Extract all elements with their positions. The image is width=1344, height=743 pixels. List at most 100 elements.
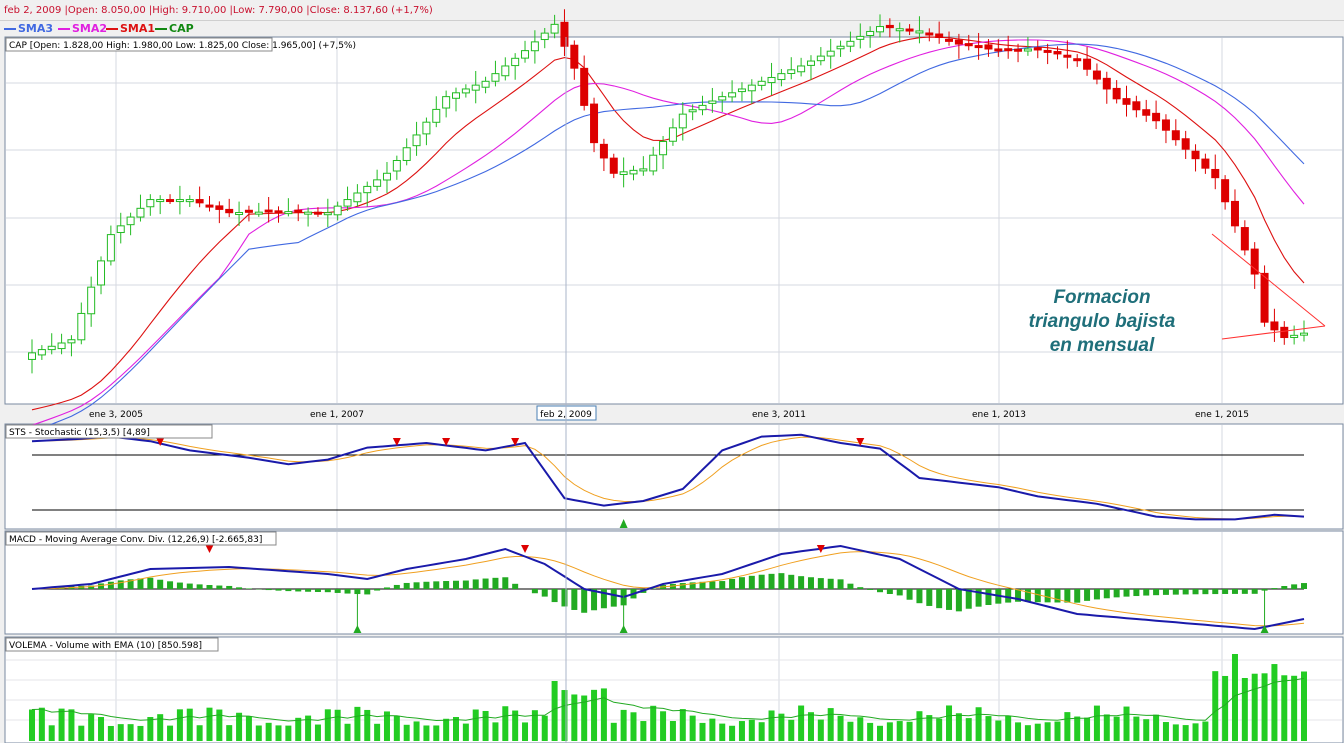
candle-body bbox=[1191, 150, 1200, 160]
macd-histogram-bar bbox=[857, 587, 864, 589]
macd-histogram-bar bbox=[1291, 584, 1298, 589]
volume-bar bbox=[867, 722, 874, 741]
volume-bar bbox=[660, 711, 667, 741]
volume-bar bbox=[216, 709, 223, 741]
volume-bar bbox=[167, 725, 174, 741]
volume-bar bbox=[512, 710, 519, 741]
sma3-line bbox=[31, 43, 1305, 433]
macd-panel-label: MACD - Moving Average Conv. Div. (12,26,… bbox=[9, 535, 262, 545]
candle-body bbox=[57, 342, 66, 350]
volume-bar bbox=[1044, 722, 1051, 741]
macd-histogram-bar bbox=[896, 589, 903, 596]
macd-histogram-bar bbox=[738, 577, 745, 589]
macd-histogram-bar bbox=[147, 577, 154, 589]
volume-bar bbox=[482, 710, 489, 741]
volume-bar bbox=[1231, 654, 1238, 741]
sell-signal-marker bbox=[392, 438, 401, 446]
volume-bar bbox=[48, 725, 55, 741]
stochastic-panel[interactable] bbox=[4, 423, 1344, 530]
candle-body bbox=[816, 55, 825, 62]
candle-body bbox=[461, 88, 470, 94]
legend-sma3[interactable]: SMA3 bbox=[4, 22, 53, 35]
volume-bar bbox=[393, 715, 400, 741]
volume-bar bbox=[1281, 675, 1288, 741]
volume-bar bbox=[827, 708, 834, 741]
volume-bar bbox=[1015, 722, 1022, 741]
candle-body bbox=[175, 199, 184, 203]
legend-sma1[interactable]: SMA1 bbox=[106, 22, 155, 35]
candle-body bbox=[333, 205, 342, 216]
volume-bar bbox=[719, 723, 726, 741]
macd-histogram-bar bbox=[719, 581, 726, 589]
candle-body bbox=[373, 179, 382, 187]
candle-body bbox=[1142, 109, 1151, 116]
candle-body bbox=[323, 212, 332, 216]
macd-histogram-bar bbox=[167, 581, 174, 589]
volume-bar bbox=[689, 715, 696, 741]
stochastic-k-line bbox=[31, 433, 1305, 521]
volume-bar bbox=[88, 714, 95, 741]
macd-histogram-bar bbox=[1281, 586, 1288, 589]
volume-bar bbox=[502, 706, 509, 741]
volume-bar bbox=[788, 719, 795, 741]
volume-bar bbox=[1103, 714, 1110, 741]
macd-histogram-bar bbox=[955, 589, 962, 612]
macd-histogram-bar bbox=[157, 579, 164, 589]
candle-body bbox=[67, 339, 76, 344]
candle-body bbox=[718, 96, 727, 101]
macd-histogram-bar bbox=[985, 589, 992, 605]
macd-histogram-bar bbox=[403, 582, 410, 589]
volume-bar bbox=[886, 722, 893, 741]
macd-histogram-bar bbox=[906, 589, 913, 600]
candle-body bbox=[1260, 272, 1269, 323]
legend-cap[interactable]: CAP bbox=[155, 22, 194, 35]
candle-body bbox=[1053, 51, 1062, 55]
candle-body bbox=[846, 40, 855, 47]
volume-bar bbox=[186, 708, 193, 741]
volume-bar bbox=[157, 714, 164, 741]
macd-histogram-bar bbox=[886, 589, 893, 594]
candle-body bbox=[935, 33, 944, 38]
volume-bar bbox=[807, 712, 814, 741]
x-tick-label: ene 1, 2013 bbox=[972, 410, 1026, 420]
volume-bar bbox=[364, 709, 371, 741]
candle-body bbox=[1112, 87, 1121, 100]
macd-histogram-bar bbox=[1123, 589, 1130, 597]
macd-histogram-bar bbox=[413, 582, 420, 589]
macd-histogram-bar bbox=[975, 589, 982, 607]
candle-body bbox=[116, 225, 125, 234]
volume-bar bbox=[955, 713, 962, 741]
candle-body bbox=[254, 211, 263, 215]
candle-body bbox=[1033, 47, 1042, 51]
volume-bar bbox=[314, 724, 321, 741]
candle-body bbox=[1181, 138, 1190, 150]
candle-body bbox=[402, 147, 411, 161]
candle-body bbox=[412, 134, 421, 147]
legend-sma2[interactable]: SMA2 bbox=[58, 22, 107, 35]
macd-histogram-bar bbox=[1133, 589, 1140, 597]
volume-bar bbox=[403, 724, 410, 741]
macd-histogram-bar bbox=[699, 581, 706, 589]
candle-body bbox=[777, 73, 786, 81]
volume-series bbox=[29, 654, 1307, 741]
macd-histogram-bar bbox=[117, 580, 124, 589]
volume-bar bbox=[857, 717, 864, 741]
legend-label: SMA3 bbox=[18, 22, 54, 35]
candle-body bbox=[264, 209, 273, 213]
x-tick-label: ene 3, 2011 bbox=[752, 410, 806, 420]
candle-body bbox=[195, 199, 204, 204]
volume-bar bbox=[305, 715, 312, 741]
series-legend: SMA3 SMA2 SMA1 CAP bbox=[0, 20, 1344, 36]
candle-body bbox=[215, 205, 224, 210]
candle-body bbox=[954, 39, 963, 45]
candle-body bbox=[639, 168, 648, 172]
volume-bar bbox=[117, 724, 124, 741]
price-series bbox=[28, 9, 1308, 433]
candle-body bbox=[856, 35, 865, 40]
macd-histogram-bar bbox=[1162, 589, 1169, 595]
macd-histogram-bar bbox=[817, 578, 824, 589]
candle-body bbox=[599, 143, 608, 159]
macd-histogram-bar bbox=[1251, 589, 1258, 594]
macd-histogram-bar bbox=[107, 581, 114, 589]
